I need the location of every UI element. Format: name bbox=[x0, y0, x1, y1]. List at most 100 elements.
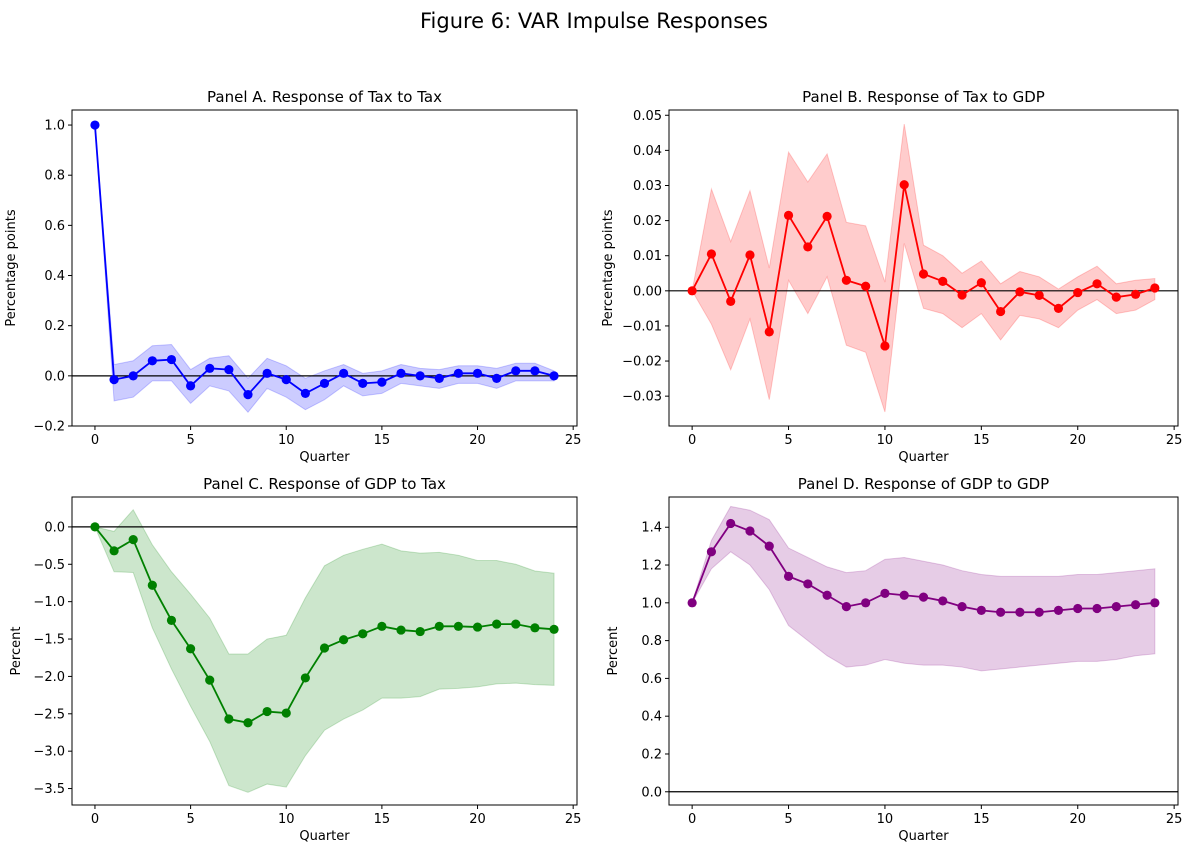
panel-d-data-point bbox=[1015, 607, 1025, 617]
panel-d-data-point bbox=[726, 518, 736, 529]
panel-a-data-point bbox=[185, 381, 196, 391]
panel-b-y-tick-label: −0.03 bbox=[622, 390, 662, 405]
panel-c-data-point bbox=[530, 623, 540, 633]
panel-a-chart: Panel A. Response of Tax to Tax 0 5 10 15 20 2… bbox=[4, 88, 581, 465]
panel-a-data-point bbox=[396, 368, 406, 378]
panel-c-y-tick-label: −1.5 bbox=[33, 633, 65, 648]
panel-c-y-tick-label: −2.0 bbox=[33, 670, 65, 685]
panel-a-x-tick-label: 25 bbox=[565, 433, 582, 448]
panel-a-x-tick-label: 0 bbox=[91, 433, 99, 448]
panel-b-title: Panel B. Response of Tax to GDP bbox=[802, 88, 1045, 106]
panel-d-axes-frame bbox=[668, 496, 1179, 806]
panel-d-data-point bbox=[1150, 598, 1160, 608]
panel-b-data-point bbox=[706, 249, 717, 259]
panel-c-y-axis-label: Percent bbox=[9, 627, 24, 676]
panel-d-data-point bbox=[764, 541, 774, 551]
panel-a-title: Panel A. Response of Tax to Tax bbox=[207, 88, 442, 106]
panel-b-confidence-band bbox=[691, 123, 1156, 413]
panel-c-data-point bbox=[472, 622, 483, 632]
panel-b-y-tick-label: −0.02 bbox=[622, 355, 662, 370]
panel-b-x-tick-label: 5 bbox=[784, 433, 792, 448]
panel-c-data-point bbox=[319, 643, 330, 653]
panel-b-data-point bbox=[861, 281, 871, 291]
panel-b-y-tick-label: 0.03 bbox=[633, 179, 662, 194]
panel-a-data-point bbox=[549, 371, 559, 381]
panel-a-data-point bbox=[358, 378, 368, 388]
panel-d-data-point bbox=[861, 598, 871, 608]
panel-a-axes-frame bbox=[71, 109, 578, 427]
panel-c-x-tick-label: 25 bbox=[565, 812, 582, 827]
panel-b-x-tick-label: 10 bbox=[877, 433, 894, 448]
panel-b-x-axis-label: Quarter bbox=[898, 450, 949, 465]
panel-d-data-point bbox=[706, 547, 717, 557]
panel-b-data-point bbox=[783, 210, 794, 220]
panel-c-data-point bbox=[415, 626, 425, 637]
panel-a-data-point bbox=[511, 366, 521, 376]
panel-d-y-tick-label: 1.2 bbox=[641, 559, 662, 574]
panel-b-y-tick-label: 0.05 bbox=[633, 109, 662, 124]
panel-a-y-tick-label: 0.4 bbox=[44, 269, 65, 284]
panel-c-x-tick-label: 5 bbox=[186, 812, 194, 827]
panel-c-data-point bbox=[128, 535, 138, 545]
panel-d-confidence-band bbox=[691, 505, 1156, 672]
panel-c-data-point bbox=[492, 619, 502, 629]
panel-b-data-point bbox=[918, 269, 929, 279]
panel-c-y-tick-label: −0.5 bbox=[33, 558, 65, 573]
panel-c-data-point bbox=[147, 580, 157, 590]
panel-d-data-point bbox=[880, 588, 890, 598]
panel-a-y-tick-label: 1.0 bbox=[44, 119, 65, 134]
panel-a-data-point bbox=[319, 378, 330, 388]
panel-d-x-tick-label: 5 bbox=[784, 812, 792, 827]
panel-d-data-point bbox=[1130, 600, 1141, 610]
panel-a-data-point bbox=[530, 366, 540, 376]
panel-c-data-point bbox=[549, 624, 559, 634]
panel-d-data-point bbox=[1092, 603, 1102, 614]
panel-d-data-point bbox=[996, 607, 1006, 617]
panel-a-data-point bbox=[224, 364, 234, 375]
panel-c-data-point bbox=[377, 621, 387, 631]
panel-c-y-tick-label: −1.0 bbox=[33, 595, 65, 610]
panel-b-data-point bbox=[764, 327, 774, 337]
panel-b-data-point bbox=[822, 211, 832, 221]
panel-b-y-tick-label: −0.01 bbox=[622, 319, 662, 334]
panel-c-x-tick-label: 15 bbox=[374, 812, 391, 827]
panel-c-data-point bbox=[262, 706, 272, 717]
panel-a-y-axis-label: Percentage points bbox=[4, 209, 19, 326]
panel-b-y-tick-label: 0.01 bbox=[633, 249, 662, 264]
panel-a-data-point bbox=[147, 356, 157, 366]
panel-c-data-point bbox=[396, 625, 406, 635]
panel-d-data-point bbox=[783, 571, 794, 581]
panel-d-data-point bbox=[822, 590, 832, 600]
panel-a-data-point bbox=[453, 368, 464, 378]
panel-a-data-point bbox=[90, 120, 100, 130]
panel-c-title: Panel C. Response of GDP to Tax bbox=[203, 475, 446, 493]
panel-d-y-tick-label: 0.4 bbox=[641, 710, 662, 725]
panel-c-data-point bbox=[511, 619, 521, 629]
panel-b-data-point bbox=[1150, 283, 1160, 293]
panel-b-data-point bbox=[957, 290, 967, 300]
panel-b-data-point bbox=[899, 180, 909, 190]
panel-d-y-tick-label: 1.0 bbox=[641, 596, 662, 611]
panel-b-x-tick-label: 20 bbox=[1069, 433, 1086, 448]
panel-d-y-tick-label: 0.6 bbox=[641, 672, 662, 687]
panel-c-data-point bbox=[300, 673, 310, 683]
panel-a-data-point bbox=[109, 375, 119, 385]
panel-c-y-tick-label: 0.0 bbox=[44, 520, 65, 535]
panel-a-y-tick-label: 0.2 bbox=[44, 319, 65, 334]
panel-c-data-point bbox=[358, 629, 368, 639]
panel-c-data-point bbox=[90, 522, 100, 532]
panel-c-x-axis-label: Quarter bbox=[299, 829, 350, 844]
panel-a-y-tick-label: −0.2 bbox=[33, 420, 65, 435]
panel-a-data-point bbox=[415, 371, 425, 381]
panel-d-data-point bbox=[918, 592, 929, 602]
panel-c-data-point bbox=[243, 718, 253, 728]
panel-a-data-point bbox=[492, 373, 502, 383]
panel-a-data-point bbox=[300, 388, 310, 398]
panel-d-y-tick-label: 1.4 bbox=[641, 521, 662, 536]
panel-d-x-tick-label: 10 bbox=[877, 812, 894, 827]
panel-d-data-point bbox=[1111, 601, 1121, 612]
panel-d-data-point bbox=[976, 605, 986, 615]
panel-b-x-tick-label: 25 bbox=[1166, 433, 1183, 448]
